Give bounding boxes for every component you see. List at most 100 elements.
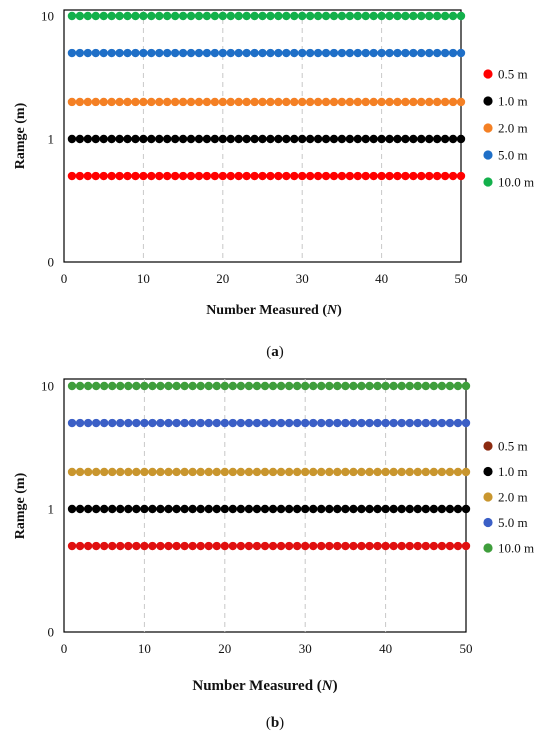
data-point <box>365 504 374 514</box>
data-point <box>290 171 299 181</box>
data-point <box>373 381 382 391</box>
data-point <box>445 418 455 428</box>
data-point <box>445 467 455 477</box>
data-point <box>194 171 204 181</box>
data-point <box>178 171 188 181</box>
data-point <box>369 11 378 21</box>
data-point <box>260 418 270 428</box>
data-point <box>91 11 100 21</box>
data-point <box>75 541 85 551</box>
x-tick-label: 0 <box>61 271 68 286</box>
data-point <box>290 97 299 107</box>
data-point <box>147 48 156 58</box>
data-point <box>301 467 310 477</box>
data-point <box>170 134 180 144</box>
data-point <box>67 504 77 514</box>
data-point <box>313 97 323 107</box>
legend-label: 5.0 m <box>498 515 528 530</box>
data-point <box>409 97 418 107</box>
y-tick-labels-a: 0 1 10 <box>41 9 54 270</box>
data-point <box>107 134 116 144</box>
data-point <box>108 467 117 477</box>
x-tick-label: 20 <box>216 271 229 286</box>
data-point <box>305 11 315 21</box>
data-point <box>258 11 267 21</box>
data-point <box>405 467 414 477</box>
data-point <box>170 11 180 21</box>
data-point <box>305 48 315 58</box>
data-point <box>204 504 213 514</box>
data-point <box>425 48 434 58</box>
data-point <box>413 541 422 551</box>
y-tick-label: 1 <box>48 502 55 517</box>
data-point <box>258 97 267 107</box>
x-tick-labels-b: 0 10 20 30 40 50 <box>61 641 473 656</box>
data-point <box>357 381 366 391</box>
data-point <box>317 504 326 514</box>
data-point <box>260 381 270 391</box>
x-tick-label: 20 <box>218 641 231 656</box>
data-point <box>170 97 180 107</box>
data-point <box>172 541 181 551</box>
data-point <box>397 504 406 514</box>
data-point <box>252 418 262 428</box>
data-point <box>139 48 148 58</box>
data-point <box>139 171 148 181</box>
data-point <box>325 504 334 514</box>
data-point <box>250 134 259 144</box>
data-point <box>91 541 101 551</box>
x-tick-label: 50 <box>460 641 473 656</box>
data-point <box>337 48 347 58</box>
data-point <box>349 381 358 391</box>
data-point <box>325 418 334 428</box>
data-point <box>305 97 315 107</box>
data-point <box>282 48 291 58</box>
data-point <box>124 504 133 514</box>
legend-marker <box>483 96 493 106</box>
data-point <box>305 134 315 144</box>
data-point <box>309 541 318 551</box>
data-point <box>194 48 204 58</box>
data-point <box>116 418 125 428</box>
data-point <box>218 134 227 144</box>
data-point <box>377 11 386 21</box>
data-point <box>131 171 140 181</box>
data-point <box>440 97 450 107</box>
data-point <box>405 418 414 428</box>
data-point <box>234 134 243 144</box>
data-point <box>309 418 318 428</box>
data-point <box>132 381 141 391</box>
data-point <box>124 381 133 391</box>
data-point <box>234 97 243 107</box>
data-point <box>401 171 410 181</box>
data-point <box>341 504 350 514</box>
data-point <box>75 381 85 391</box>
data-point <box>210 97 220 107</box>
data-point <box>317 418 326 428</box>
data-point <box>301 418 310 428</box>
legend-b: 0.5 m 1.0 m 2.0 m 5.0 m 10.0 m <box>483 439 534 556</box>
data-point <box>290 48 299 58</box>
data-point <box>220 381 229 391</box>
y-tick-label: 10 <box>41 9 54 24</box>
data-point <box>242 171 251 181</box>
data-point <box>116 467 125 477</box>
data-point <box>116 504 125 514</box>
data-point <box>345 134 355 144</box>
data-point <box>75 11 85 21</box>
data-point <box>393 48 402 58</box>
data-point <box>440 171 450 181</box>
data-point <box>401 48 410 58</box>
series-b <box>67 381 471 551</box>
data-point <box>220 504 229 514</box>
data-point <box>99 134 108 144</box>
data-point <box>163 48 172 58</box>
data-point <box>99 97 108 107</box>
legend-label: 0.5 m <box>498 67 528 82</box>
data-point <box>381 504 390 514</box>
data-point <box>156 541 165 551</box>
data-point <box>301 504 310 514</box>
data-point <box>156 467 165 477</box>
data-point <box>124 541 133 551</box>
data-point <box>413 467 422 477</box>
